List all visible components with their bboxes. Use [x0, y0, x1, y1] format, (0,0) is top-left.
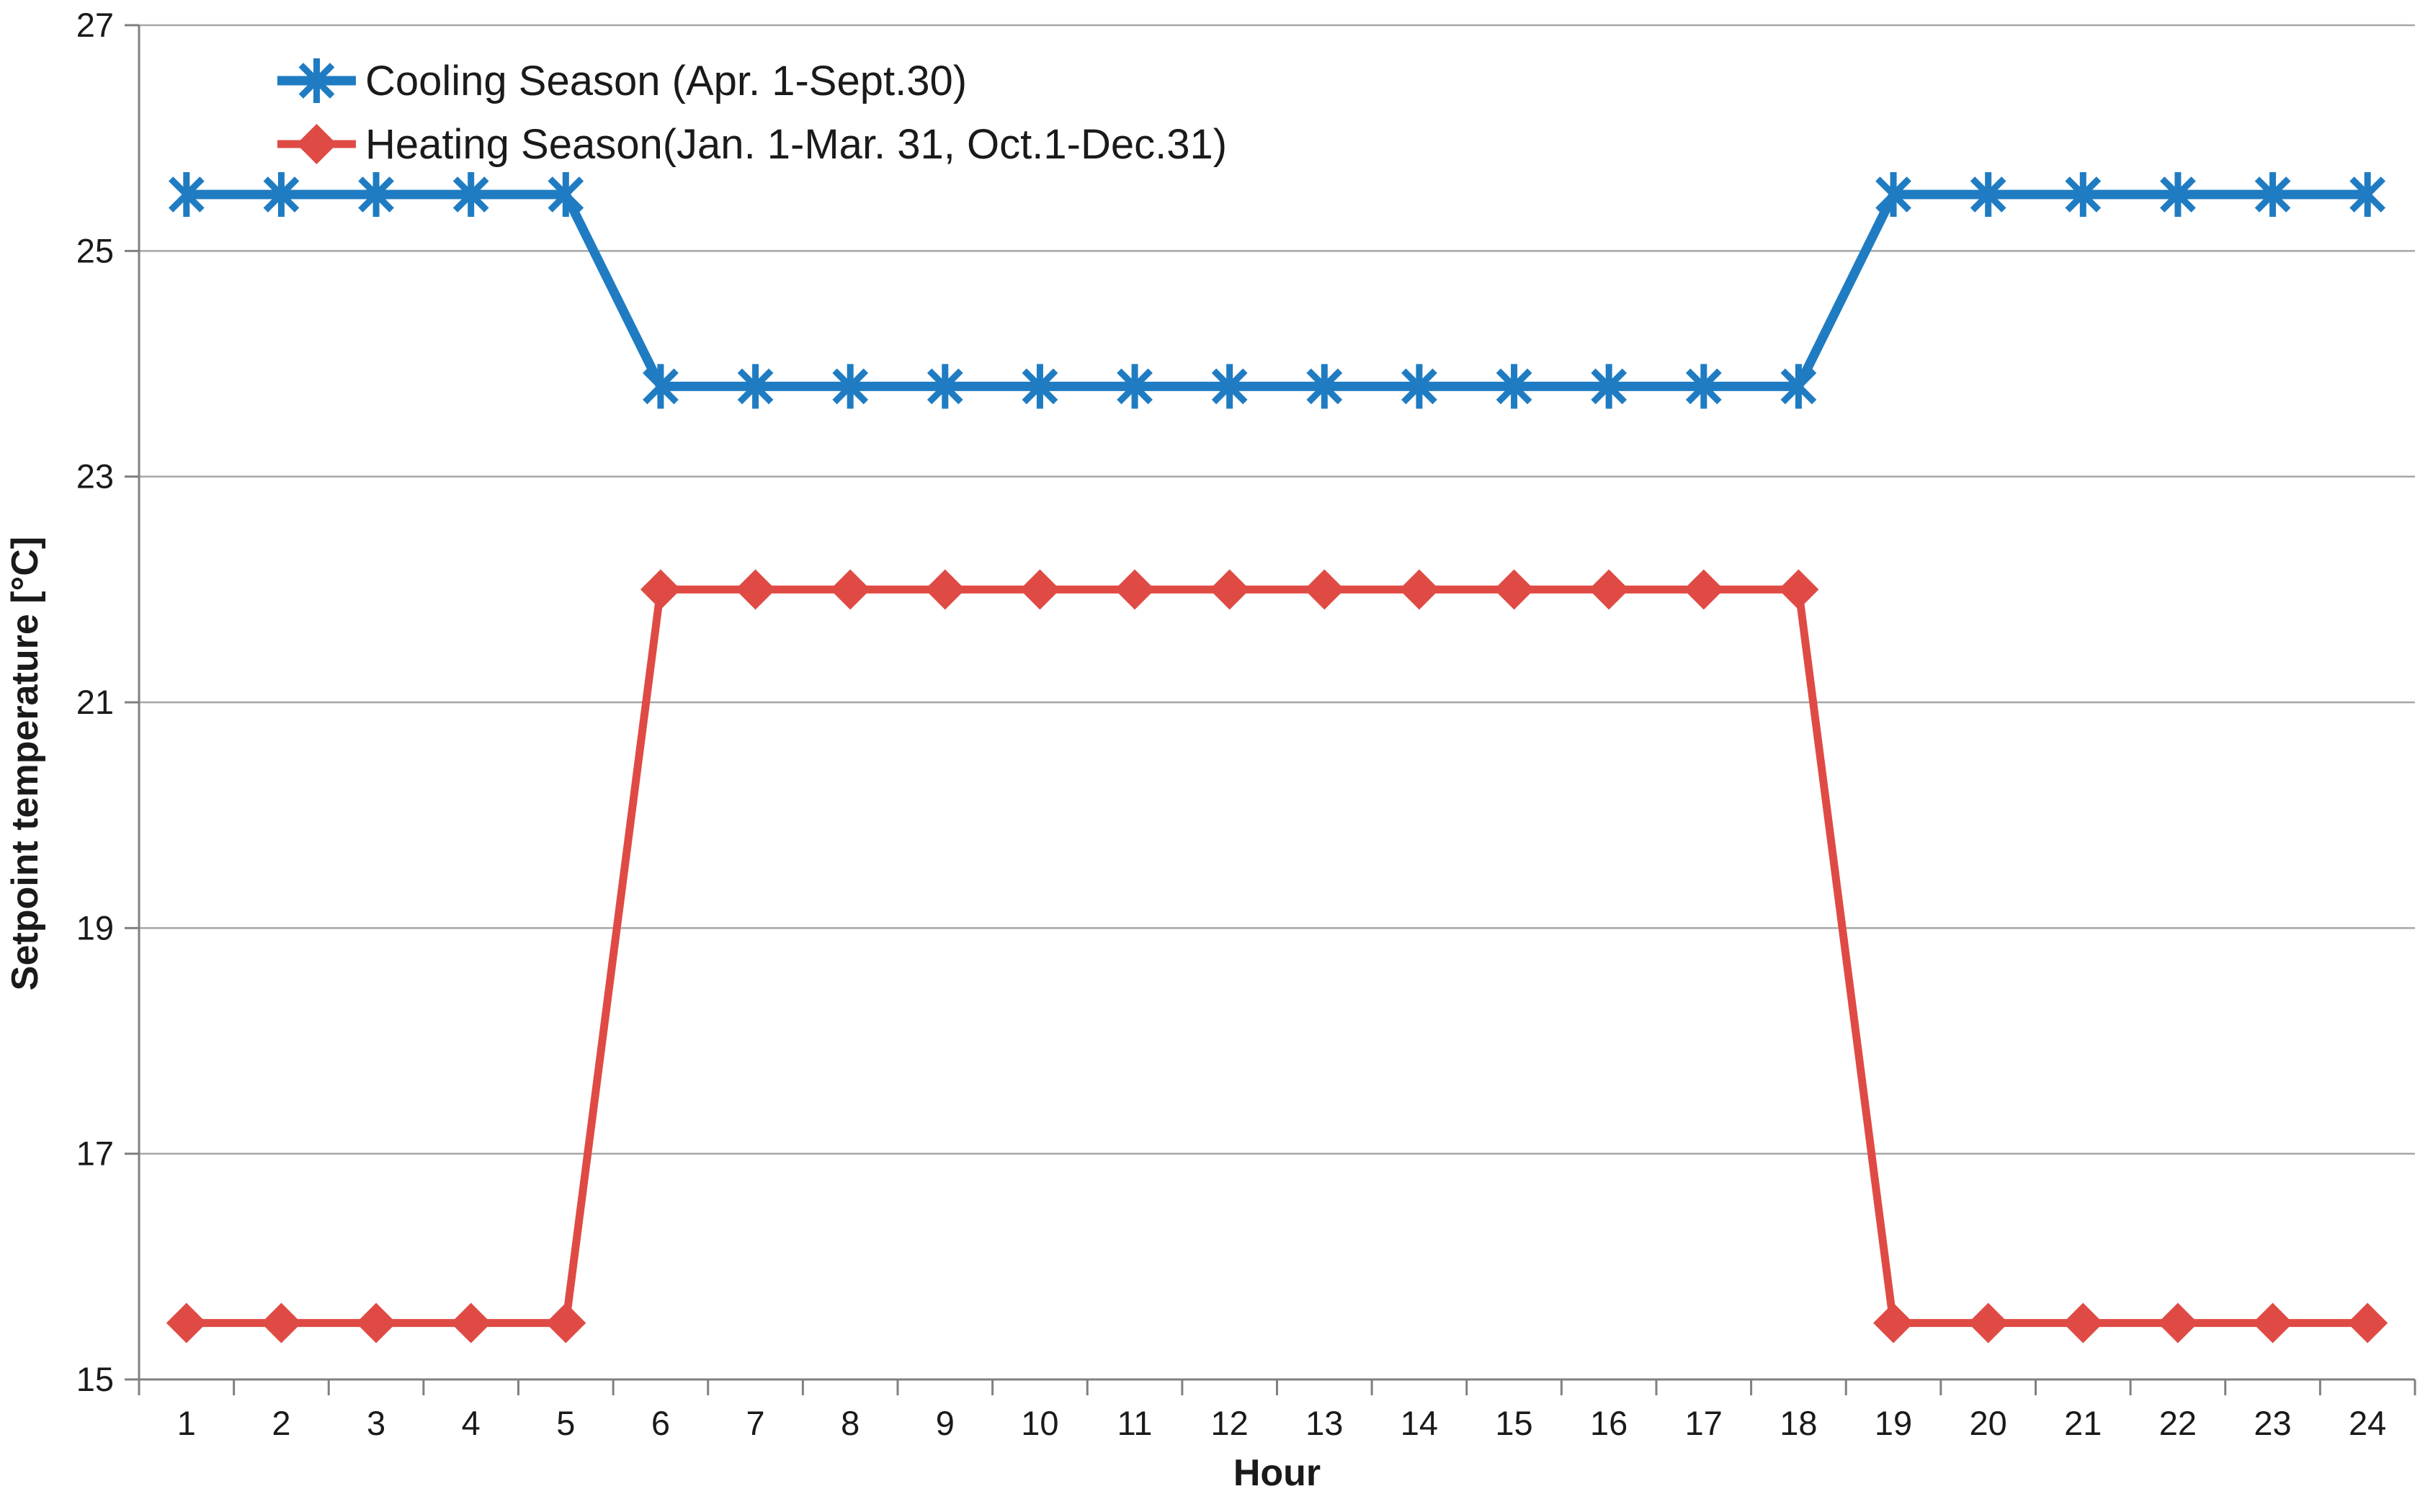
- x-tick-label: 21: [2064, 1404, 2102, 1442]
- x-tick-label: 3: [367, 1404, 385, 1442]
- series-heating-point-16-diamond-marker: [1589, 569, 1630, 610]
- y-tick-label: 27: [76, 6, 114, 44]
- legend-diamond-marker: [296, 124, 337, 164]
- x-tick-label: 18: [1780, 1404, 1817, 1442]
- series-cooling-point-24-asterisk-marker: [2349, 176, 2386, 213]
- series-heating-point-17-diamond-marker: [1683, 569, 1724, 610]
- series-cooling-point-14-asterisk-marker: [1401, 368, 1437, 405]
- series-cooling-point-12-asterisk-marker: [1211, 368, 1248, 405]
- x-tick-label: 14: [1401, 1404, 1438, 1442]
- x-tick-label: 13: [1305, 1404, 1343, 1442]
- x-tick-label: 20: [1970, 1404, 2007, 1442]
- series-cooling-point-5-asterisk-marker: [548, 176, 584, 213]
- y-axis-title: Setpoint temperature [°C]: [4, 537, 46, 990]
- x-tick-label: 16: [1590, 1404, 1628, 1442]
- series-cooling-point-13-asterisk-marker: [1306, 368, 1343, 405]
- y-tick-label: 23: [76, 457, 114, 496]
- x-tick-label: 24: [2349, 1404, 2386, 1442]
- series-cooling-point-6-asterisk-marker: [643, 368, 679, 405]
- legend-asterisk-marker: [298, 63, 335, 99]
- y-tick-label: 25: [76, 231, 114, 269]
- x-tick-label: 17: [1685, 1404, 1723, 1442]
- series-cooling-point-18-asterisk-marker: [1780, 368, 1817, 405]
- series-heating-point-11-diamond-marker: [1115, 569, 1156, 610]
- series-heating-point-8-diamond-marker: [830, 569, 871, 610]
- series-cooling-point-2-asterisk-marker: [263, 176, 300, 213]
- x-tick-label: 23: [2254, 1404, 2291, 1442]
- series-heating-point-22-diamond-marker: [2157, 1302, 2198, 1343]
- x-tick-label: 8: [841, 1404, 859, 1442]
- x-tick-label: 4: [462, 1404, 481, 1442]
- series-heating-point-10-diamond-marker: [1019, 569, 1061, 610]
- series-heating-point-5-diamond-marker: [545, 1302, 586, 1343]
- series-cooling-point-8-asterisk-marker: [832, 368, 869, 405]
- x-axis-title: Hour: [1233, 1452, 1321, 1494]
- x-tick-label: 2: [272, 1404, 290, 1442]
- series-heating-point-14-diamond-marker: [1398, 569, 1439, 610]
- x-tick-label: 10: [1021, 1404, 1058, 1442]
- series-heating-point-2-diamond-marker: [261, 1302, 302, 1343]
- series-heating-point-1-diamond-marker: [166, 1302, 207, 1343]
- y-tick-label: 19: [76, 908, 114, 947]
- series-cooling-point-7-asterisk-marker: [737, 368, 774, 405]
- series-cooling-point-3-asterisk-marker: [358, 176, 394, 213]
- x-tick-label: 19: [1875, 1404, 1912, 1442]
- y-tick-label: 17: [76, 1135, 114, 1173]
- legend-label: Cooling Season (Apr. 1-Sept.30): [365, 58, 967, 104]
- x-tick-label: 11: [1117, 1404, 1153, 1442]
- series-heating-point-4-diamond-marker: [450, 1302, 491, 1343]
- series-cooling-point-15-asterisk-marker: [1496, 368, 1532, 405]
- x-tick-label: 9: [936, 1404, 955, 1442]
- x-tick-label: 22: [2159, 1404, 2197, 1442]
- series-heating-point-3-diamond-marker: [356, 1302, 397, 1343]
- x-tick-label: 6: [651, 1404, 670, 1442]
- series-cooling-point-1-asterisk-marker: [168, 176, 205, 213]
- x-tick-label: 1: [177, 1404, 196, 1442]
- series-heating-point-20-diamond-marker: [1968, 1302, 2009, 1343]
- series-cooling-point-9-asterisk-marker: [927, 368, 963, 405]
- legend-label: Heating Season(Jan. 1-Mar. 31, Oct.1-Dec…: [365, 121, 1227, 168]
- series-cooling-point-19-asterisk-marker: [1875, 176, 1911, 213]
- series-line-heating: [182, 585, 2372, 1328]
- series-cooling-point-21-asterisk-marker: [2065, 176, 2102, 213]
- series-cooling-point-20-asterisk-marker: [1970, 176, 2006, 213]
- series-cooling-point-16-asterisk-marker: [1591, 368, 1628, 405]
- series-cooling-point-4-asterisk-marker: [452, 176, 489, 213]
- series-heating-point-15-diamond-marker: [1493, 569, 1535, 610]
- series-cooling-point-23-asterisk-marker: [2254, 176, 2291, 213]
- series-heating-point-21-diamond-marker: [2063, 1302, 2104, 1343]
- y-tick-label: 15: [76, 1360, 114, 1398]
- x-tick-label: 7: [746, 1404, 764, 1442]
- y-tick-label: 21: [76, 683, 114, 721]
- series-cooling-point-11-asterisk-marker: [1117, 368, 1153, 405]
- x-tick-label: 12: [1211, 1404, 1249, 1442]
- series-cooling-point-17-asterisk-marker: [1685, 368, 1722, 405]
- series-heating-point-6-diamond-marker: [640, 569, 681, 610]
- series-cooling-point-22-asterisk-marker: [2160, 176, 2196, 213]
- x-tick-label: 15: [1495, 1404, 1532, 1442]
- series-cooling-point-10-asterisk-marker: [1022, 368, 1058, 405]
- series-heating-point-23-diamond-marker: [2252, 1302, 2293, 1343]
- series-heating-point-24-diamond-marker: [2347, 1302, 2388, 1343]
- x-tick-label: 5: [556, 1404, 575, 1442]
- series-heating-point-13-diamond-marker: [1304, 569, 1345, 610]
- series-heating-point-19-diamond-marker: [1873, 1302, 1914, 1343]
- series-heating-point-12-diamond-marker: [1209, 569, 1250, 610]
- series-line-cooling: [182, 189, 2372, 391]
- series-heating-point-7-diamond-marker: [735, 569, 776, 610]
- series-heating-point-18-diamond-marker: [1778, 569, 1819, 610]
- series-heating-point-9-diamond-marker: [924, 569, 965, 610]
